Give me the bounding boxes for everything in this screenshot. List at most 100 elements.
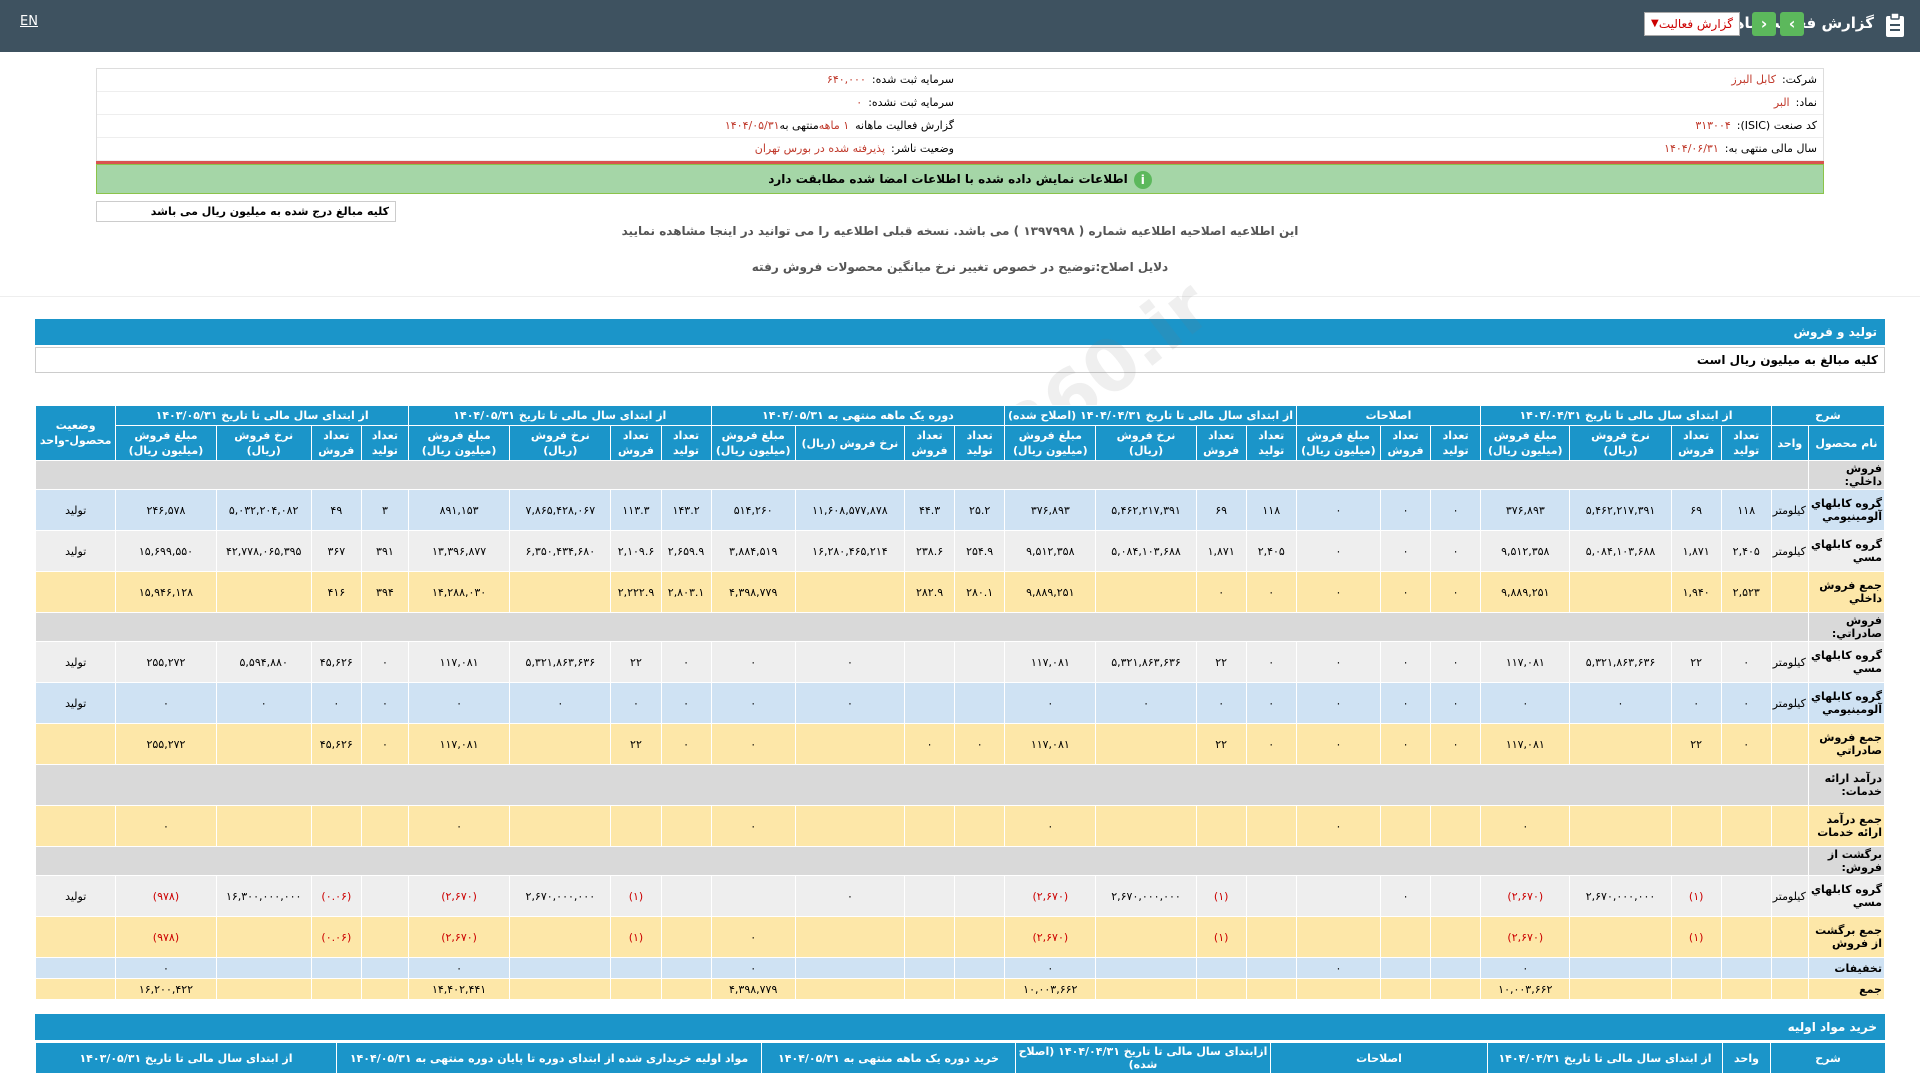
table-cell: [1720, 957, 1772, 979]
table-cell: ۰: [1295, 571, 1382, 613]
table-cell: [509, 916, 612, 958]
row-label: فروش داخلي:: [1807, 460, 1886, 490]
category-fill: [35, 612, 1809, 642]
unregistered-capital-value: ۰: [856, 96, 863, 109]
table-cell: ۵,۵۹۴,۸۸۰: [215, 641, 312, 683]
table-cell: ۰: [1430, 682, 1482, 724]
table-cell: [1770, 916, 1809, 958]
table-cell: ۶۹: [1670, 489, 1722, 531]
table-cell: ۱۱۷,۰۸۱: [407, 641, 511, 683]
table-cell: (۱): [1195, 875, 1247, 917]
table-cell: (۲,۶۷۰): [407, 875, 511, 917]
table-cell: (۲,۶۷۰): [1004, 916, 1097, 958]
table-cell: [1770, 805, 1809, 847]
table-cell: ۱۴۳.۲: [660, 489, 712, 531]
table-cell: [1720, 805, 1772, 847]
table-cell: ۰: [1245, 682, 1297, 724]
chevron-left-icon: ‹: [1788, 14, 1796, 33]
table-cell: ۰: [115, 805, 217, 847]
table-cell: [509, 957, 612, 979]
table-cell: ۰: [710, 682, 796, 724]
subheader-amount: مبلغ فروش (میلیون ریال): [115, 425, 217, 461]
table-cell: ۰: [1430, 530, 1482, 572]
table-cell: [310, 805, 362, 847]
table-cell: کیلومتر: [1770, 682, 1809, 724]
table-cell: ۰: [710, 916, 796, 958]
report-type-select[interactable]: گزارش فعالیت ▼: [1644, 12, 1740, 36]
table-cell: کیلومتر: [1770, 641, 1809, 683]
amendment-reason: دلایل اصلاح:توضیح در خصوص تغییر نرخ میان…: [751, 260, 1169, 274]
table-cell: ۱۴,۲۸۸,۰۳۰: [407, 571, 511, 613]
table-cell: [1770, 978, 1809, 1000]
chevron-right-icon: ›: [1760, 14, 1768, 33]
report-value: ۱ ماهه: [818, 119, 850, 132]
table-cell: [360, 957, 409, 979]
table-cell: ۰: [360, 723, 409, 765]
table-cell: [1569, 978, 1672, 1000]
table-cell: [954, 957, 1006, 979]
table-cell: ۰: [794, 641, 906, 683]
table-cell: ۵,۰۸۴,۱۰۳,۶۸۸: [1095, 530, 1197, 572]
table-cell: [360, 875, 409, 917]
table-cell: تولید: [34, 530, 117, 572]
table-cell: ۵,۰۸۴,۱۰۳,۶۸۸: [1569, 530, 1672, 572]
table-cell: [904, 916, 956, 958]
table-cell: [794, 957, 906, 979]
table-cell: ۰: [115, 957, 217, 979]
table-cell: [954, 805, 1006, 847]
table-cell: ۱۰,۰۰۳,۶۶۲: [1480, 978, 1571, 1000]
table-cell: [215, 957, 312, 979]
table-cell: [1569, 571, 1672, 613]
table-cell: ۲,۴۰۵: [1720, 530, 1772, 572]
table-cell: ۴۴.۳: [904, 489, 956, 531]
table-cell: ۰: [1430, 723, 1482, 765]
table-cell: [1569, 805, 1672, 847]
table-row: جمع برگشت از فروش (۱) (۲,۶۷۰) (۱) (۲,۶۷۰) ۰ (۱…: [34, 916, 1886, 958]
table-cell: ۰: [1379, 530, 1432, 572]
table-cell: ۲۲: [610, 641, 662, 683]
subheader-name: نام محصول: [1807, 425, 1886, 461]
table-cell: ۱۶,۳۰۰,۰۰۰,۰۰۰: [215, 875, 312, 917]
table-cell: [794, 723, 906, 765]
raw-header-month: خرید دوره یک ماهه منتهی به ۱۴۰۴/۰۵/۳۱: [761, 1042, 1016, 1074]
table-cell: ۱۳,۳۹۶,۸۷۷: [407, 530, 511, 572]
subheader-sales: تعداد فروش: [1195, 425, 1247, 461]
table-cell: [215, 571, 312, 613]
table-cell: ۲۴۶,۵۷۸: [115, 489, 217, 531]
table-cell: ۳,۸۸۴,۵۱۹: [710, 530, 796, 572]
next-button[interactable]: ›: [1752, 12, 1776, 36]
prev-button[interactable]: ‹: [1780, 12, 1804, 36]
table-cell: ۲۵۴.۹: [954, 530, 1006, 572]
table-cell: ۱۴,۴۰۲,۴۴۱: [407, 978, 511, 1000]
table-cell: ۲,۴۰۵: [1245, 530, 1297, 572]
table-cell: (۰.۰۶): [310, 875, 362, 917]
symbol-value[interactable]: البر: [1773, 96, 1790, 109]
section-title-production: تولید و فروش: [35, 319, 1885, 345]
category-row: فروش صادراتي:: [35, 612, 1886, 642]
table-cell: ۰: [1295, 641, 1382, 683]
table-cell: [215, 916, 312, 958]
table-cell: ۳۶۷: [310, 530, 362, 572]
table-cell: ۰: [954, 723, 1006, 765]
section-title-raw-materials: خرید مواد اولیه: [35, 1014, 1885, 1040]
table-cell: [794, 978, 906, 1000]
table-cell: (۲,۶۷۰): [1480, 875, 1571, 917]
report-type-value: گزارش فعالیت: [1658, 17, 1733, 31]
table-cell: ۰: [1670, 682, 1722, 724]
company-value[interactable]: کابل البرز: [1731, 73, 1776, 86]
row-label: گروه کابلهاي مسي: [1807, 875, 1886, 917]
table-cell: ۱۶,۲۸۰,۴۶۵,۲۱۴: [794, 530, 906, 572]
table-cell: [1295, 875, 1382, 917]
table-cell: [310, 957, 362, 979]
symbol-label: نماد:: [1795, 96, 1817, 109]
table-cell: تولید: [34, 641, 117, 683]
header-period-adjusted: از ابتدای سال مالی تا تاریخ ۱۴۰۴/۰۴/۳۱ (…: [1004, 405, 1297, 426]
table-cell: ۰: [1295, 957, 1382, 979]
amendment-note[interactable]: این اطلاعیه اصلاحیه اطلاعیه شماره ( ۱۳۹۷…: [621, 224, 1299, 238]
table-cell: [610, 805, 662, 847]
table-cell: (۱): [1670, 916, 1722, 958]
table-cell: ۲۲: [610, 723, 662, 765]
subheader-prod: تعداد تولید: [1245, 425, 1297, 461]
report-end-label: منتهی به: [779, 119, 819, 132]
language-switch-link[interactable]: EN: [20, 14, 38, 29]
